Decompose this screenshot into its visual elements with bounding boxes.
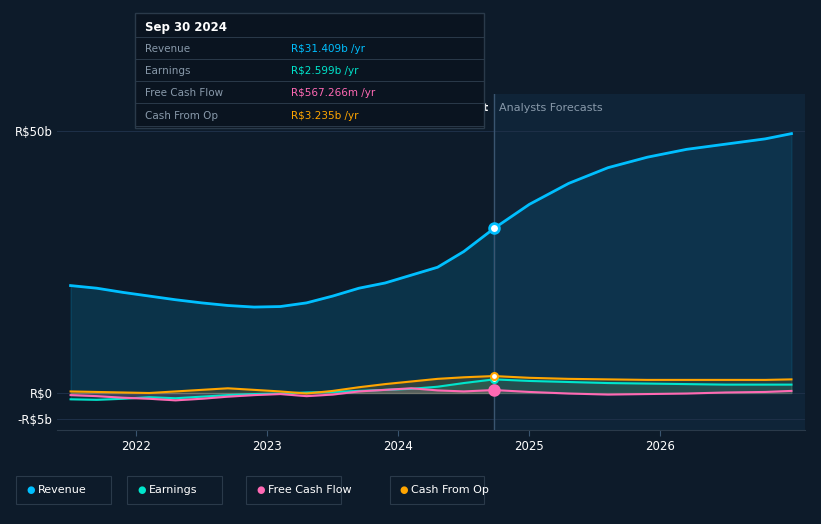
Text: Cash From Op: Cash From Op — [145, 111, 218, 121]
Text: R$3.235b /yr: R$3.235b /yr — [291, 111, 359, 121]
Text: R$31.409b /yr: R$31.409b /yr — [291, 44, 365, 54]
Text: Earnings: Earnings — [145, 66, 190, 76]
Text: Cash From Op: Cash From Op — [411, 485, 489, 495]
Bar — [494, 94, 805, 430]
Text: ●: ● — [137, 485, 145, 495]
Text: Free Cash Flow: Free Cash Flow — [145, 89, 223, 99]
Text: ●: ● — [256, 485, 264, 495]
Text: Revenue: Revenue — [38, 485, 86, 495]
Text: R$2.599b /yr: R$2.599b /yr — [291, 66, 359, 76]
Text: Sep 30 2024: Sep 30 2024 — [145, 21, 227, 34]
Text: R$567.266m /yr: R$567.266m /yr — [291, 89, 376, 99]
Text: Revenue: Revenue — [145, 44, 190, 54]
Text: Analysts Forecasts: Analysts Forecasts — [499, 103, 603, 113]
Text: ●: ● — [26, 485, 34, 495]
Text: Free Cash Flow: Free Cash Flow — [268, 485, 351, 495]
Text: Past: Past — [461, 103, 488, 113]
Text: ●: ● — [400, 485, 408, 495]
Text: Earnings: Earnings — [149, 485, 197, 495]
